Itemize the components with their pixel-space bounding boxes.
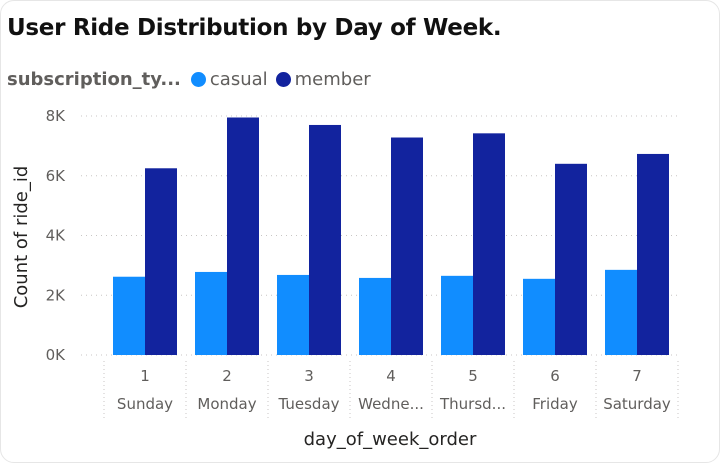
y-tick-label: 4K: [46, 227, 67, 245]
bar-casual-6[interactable]: [523, 278, 555, 355]
x-subtick-label: Monday: [197, 395, 256, 413]
x-subtick-label: Tuesday: [277, 395, 339, 413]
x-subtick-label: Saturday: [603, 395, 671, 413]
bar-member-5[interactable]: [473, 133, 505, 355]
x-subtick-label: Friday: [532, 395, 578, 413]
legend-swatch-member: [275, 71, 291, 87]
bar-member-7[interactable]: [637, 153, 669, 355]
bar-casual-7[interactable]: [605, 269, 637, 355]
y-tick-label: 0K: [46, 346, 67, 364]
legend-swatch-casual: [190, 71, 206, 87]
chart-title: User Ride Distribution by Day of Week.: [7, 15, 502, 41]
bar-casual-2[interactable]: [195, 271, 227, 355]
x-axis-ticks: 1 Sunday 2 Monday 3 Tuesday 4 Wedne... 5 Thursd..…: [117, 367, 671, 413]
bar-casual-3[interactable]: [277, 274, 309, 355]
x-tick-label: 4: [386, 367, 396, 385]
bar-member-6[interactable]: [555, 163, 587, 355]
bar-casual-1[interactable]: [113, 276, 145, 355]
legend: subscription_ty... casual member: [7, 67, 379, 91]
x-axis-title: day_of_week_order: [304, 429, 477, 450]
x-tick-label: 5: [468, 367, 478, 385]
bar-member-1[interactable]: [145, 168, 177, 355]
bar-casual-4[interactable]: [359, 277, 391, 355]
x-subtick-label: Sunday: [117, 395, 173, 413]
x-tick-label: 6: [550, 367, 560, 385]
y-tick-label: 2K: [46, 286, 67, 304]
y-tick-label: 8K: [46, 107, 67, 125]
x-tick-label: 7: [632, 367, 642, 385]
bars: [113, 117, 669, 356]
x-tick-label: 3: [304, 367, 314, 385]
bar-member-3[interactable]: [309, 124, 341, 356]
x-subtick-label: Wedne...: [358, 395, 424, 413]
legend-label-casual: casual: [209, 68, 268, 90]
legend-item-casual[interactable]: casual: [190, 68, 268, 90]
legend-item-member[interactable]: member: [275, 68, 371, 90]
x-tick-label: 1: [140, 367, 150, 385]
legend-label-member: member: [294, 68, 371, 90]
bar-member-4[interactable]: [391, 137, 423, 355]
bar-member-2[interactable]: [227, 117, 259, 356]
y-tick-label: 6K: [46, 167, 67, 185]
x-tick-label: 2: [222, 367, 232, 385]
x-subtick-label: Thursd...: [439, 395, 506, 413]
bar-casual-5[interactable]: [441, 275, 473, 355]
y-axis-ticks: 0K 2K 4K 6K 8K: [46, 107, 67, 364]
legend-title: subscription_ty...: [7, 68, 181, 90]
y-axis-title: Count of ride_id: [11, 166, 32, 309]
